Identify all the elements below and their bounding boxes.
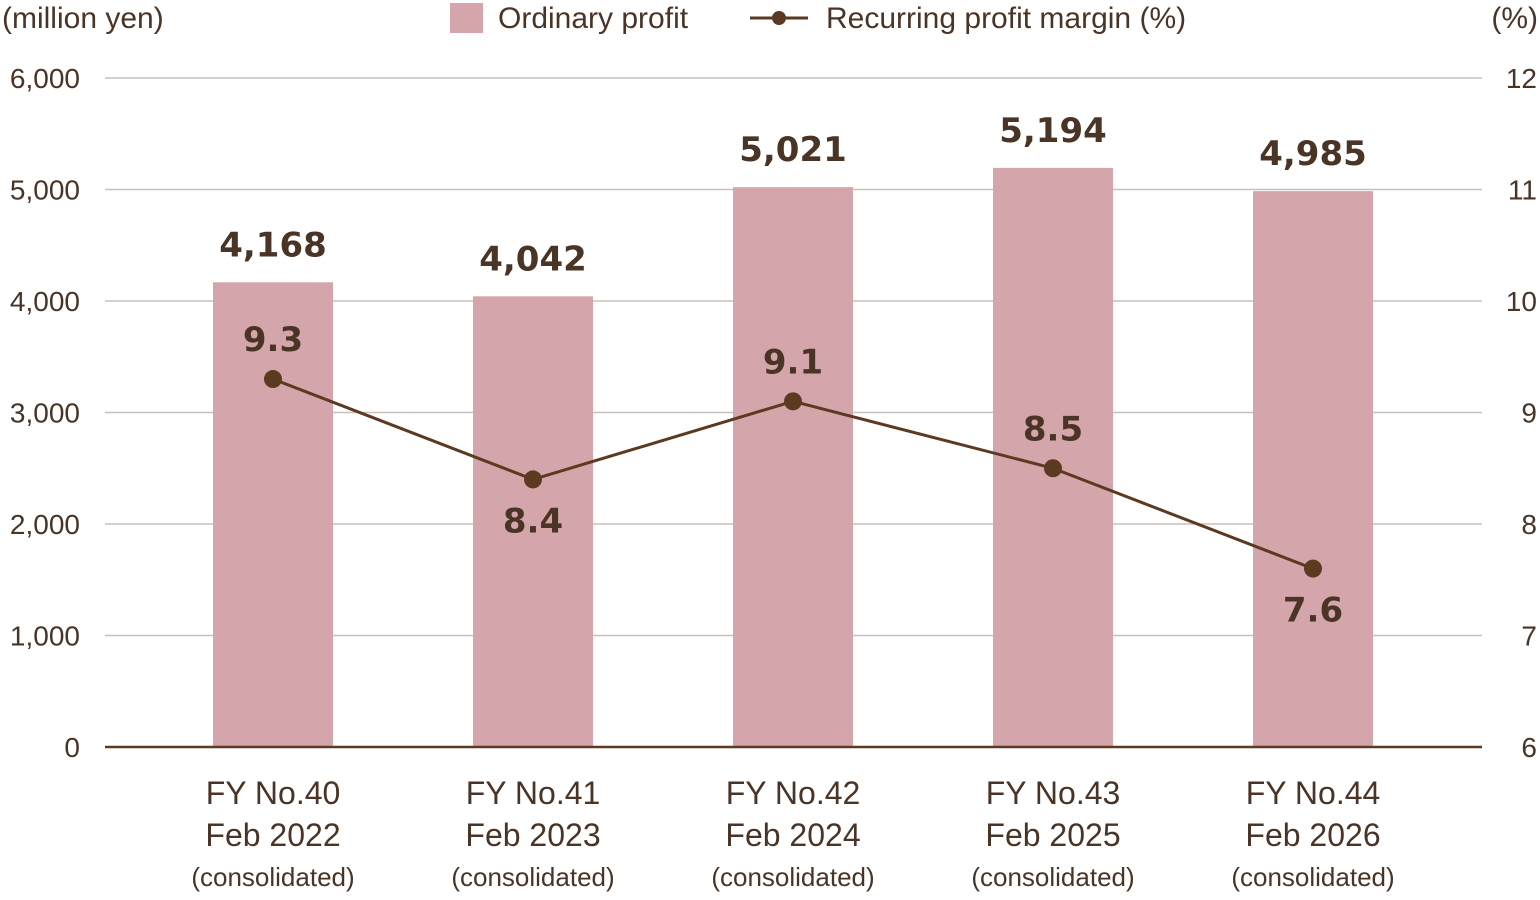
right-tick-label: 10 (1506, 286, 1537, 317)
margin-point (1304, 559, 1322, 578)
left-tick-label: 2,000 (10, 509, 80, 540)
category-label-line1: FY No.42 (726, 775, 861, 811)
category-label-line1: FY No.41 (466, 775, 601, 811)
margin-point (1044, 459, 1062, 478)
category-label-line3: (consolidated) (191, 862, 354, 892)
margin-value-label: 8.5 (1023, 409, 1083, 449)
category-label-line3: (consolidated) (1231, 862, 1394, 892)
left-tick-label: 6,000 (10, 63, 80, 94)
left-axis-ticks: 0 1,000 2,000 3,000 4,000 5,000 6,000 (10, 63, 80, 763)
right-tick-label: 11 (1508, 175, 1537, 206)
bar-value-label: 4,042 (479, 239, 587, 279)
bars (213, 167, 1373, 748)
margin-value-label: 9.1 (763, 342, 823, 382)
legend-line-marker (772, 11, 786, 25)
category-label-line2: Feb 2022 (205, 817, 340, 853)
bar-value-label: 5,194 (999, 111, 1107, 151)
legend-bar-label: Ordinary profit (498, 2, 689, 35)
category-label-line1: FY No.44 (1246, 775, 1381, 811)
right-tick-label: 12 (1506, 63, 1537, 94)
category-label-line1: FY No.40 (206, 775, 341, 811)
left-axis-unit: (million yen) (2, 2, 164, 35)
bar-value-label: 4,168 (219, 225, 327, 265)
margin-point (784, 392, 802, 411)
right-axis-ticks: 6 7 8 9 10 11 12 (1506, 63, 1537, 763)
margin-value-label: 9.3 (243, 320, 303, 360)
category-label-line2: Feb 2026 (1245, 817, 1380, 853)
left-tick-label: 4,000 (10, 286, 80, 317)
margin-value-label: 7.6 (1283, 591, 1343, 631)
right-tick-label: 6 (1521, 732, 1537, 763)
bar-value-label: 5,021 (739, 130, 847, 170)
bar-value-labels: 4,168 4,042 5,021 5,194 4,985 (219, 111, 1367, 279)
right-tick-label: 9 (1521, 398, 1537, 429)
margin-point (524, 470, 542, 489)
bar (213, 282, 333, 747)
category-label-line3: (consolidated) (451, 862, 614, 892)
category-label-line3: (consolidated) (971, 862, 1134, 892)
left-tick-label: 3,000 (10, 398, 80, 429)
category-label-line2: Feb 2024 (725, 817, 860, 853)
right-axis-unit: (%) (1491, 2, 1538, 35)
category-label-line2: Feb 2023 (465, 817, 600, 853)
right-tick-label: 7 (1521, 621, 1537, 652)
margin-value-label: 8.4 (503, 501, 563, 541)
right-tick-label: 8 (1521, 509, 1537, 540)
bar (733, 187, 853, 747)
left-tick-label: 0 (64, 732, 80, 763)
legend-line-label: Recurring profit margin (%) (826, 2, 1186, 35)
bar (1253, 191, 1373, 748)
legend: Ordinary profit Recurring profit margin … (450, 2, 1186, 35)
left-tick-label: 5,000 (10, 175, 80, 206)
category-label-line3: (consolidated) (711, 862, 874, 892)
legend-bar-swatch (450, 3, 483, 33)
category-label-line1: FY No.43 (986, 775, 1121, 811)
left-tick-label: 1,000 (10, 621, 80, 652)
bar-value-label: 4,985 (1259, 134, 1367, 174)
bar (473, 296, 593, 747)
category-label-line2: Feb 2025 (985, 817, 1120, 853)
margin-line-series: 9.3 8.4 9.1 8.5 7.6 (243, 320, 1343, 631)
margin-point (264, 370, 282, 389)
category-labels: FY No.40 Feb 2022 (consolidated) FY No.41 Fe… (191, 775, 1394, 892)
